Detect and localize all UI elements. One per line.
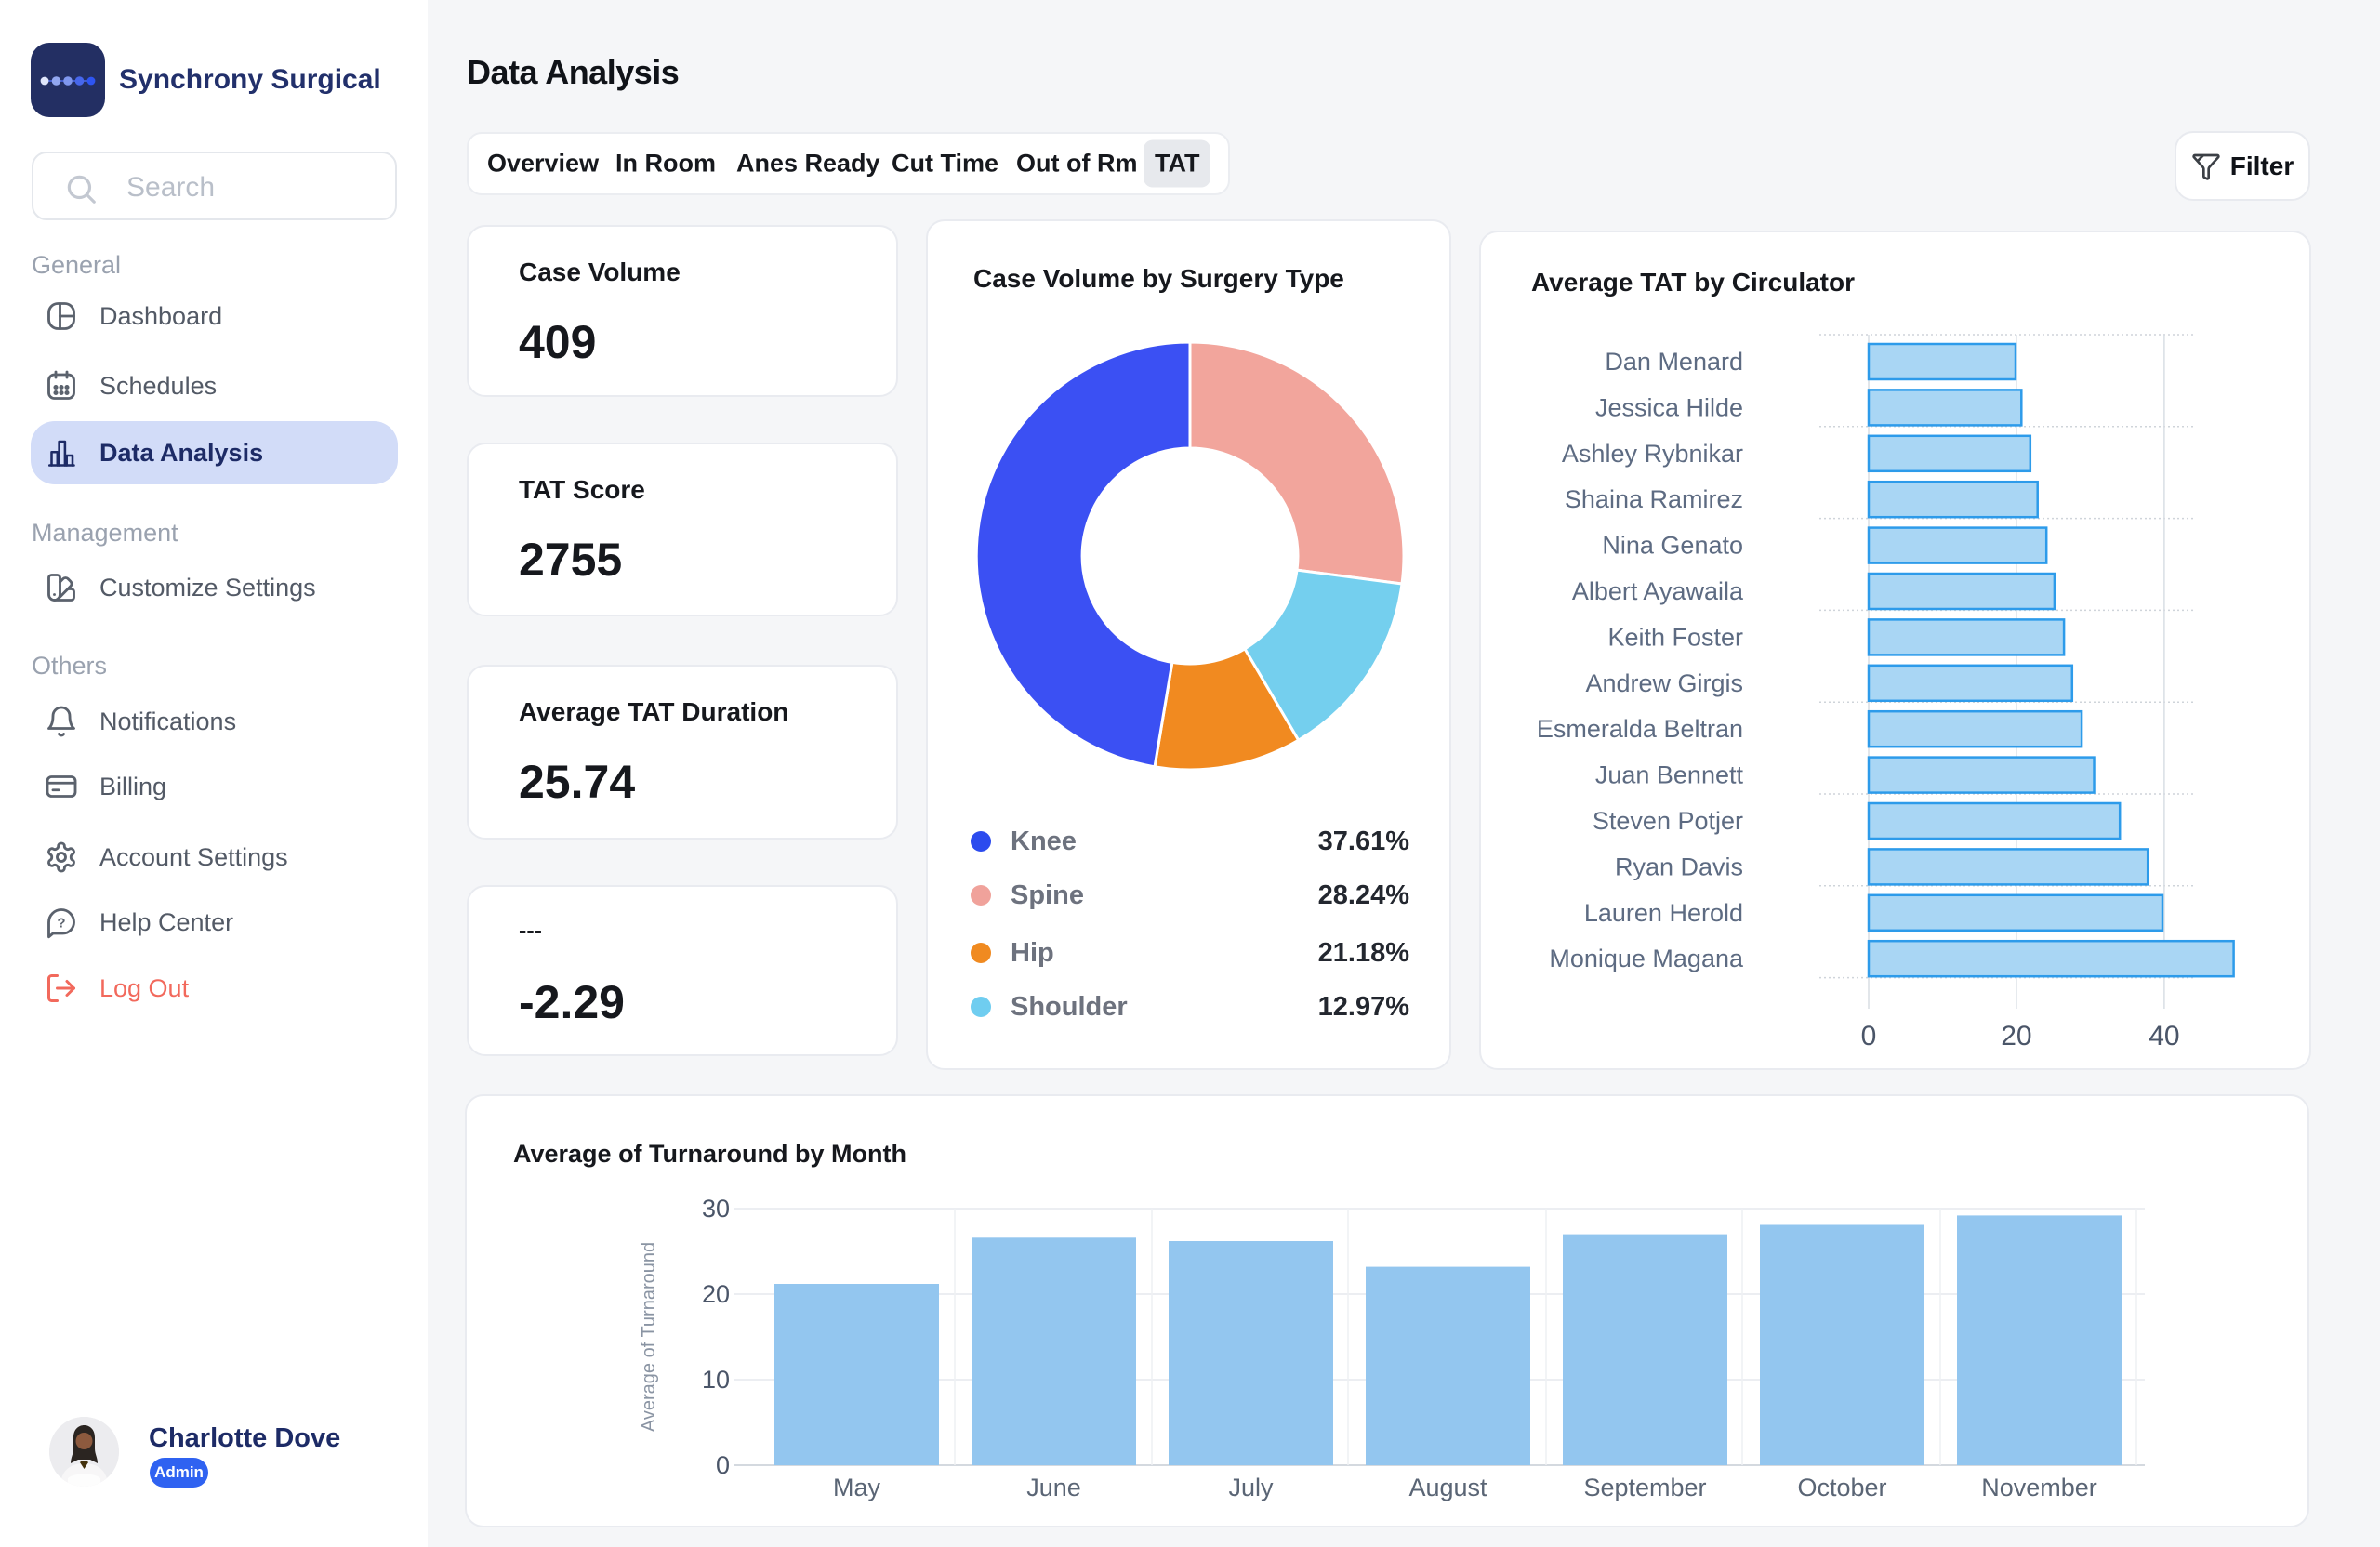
svg-text:Lauren Herold: Lauren Herold <box>1584 899 1743 927</box>
svg-text:Ashley Rybnikar: Ashley Rybnikar <box>1562 440 1743 468</box>
svg-text:0: 0 <box>1861 1021 1877 1051</box>
svg-text:20: 20 <box>702 1280 730 1308</box>
svg-text:40: 40 <box>2149 1021 2179 1051</box>
svg-text:Albert Ayawaila: Albert Ayawaila <box>1572 577 1744 605</box>
svg-text:Esmeralda Beltran: Esmeralda Beltran <box>1537 715 1743 743</box>
svg-text:Shaina Ramirez: Shaina Ramirez <box>1565 485 1743 513</box>
svg-text:June: June <box>1026 1474 1081 1501</box>
svg-text:Dan Menard: Dan Menard <box>1605 348 1743 376</box>
svg-text:September: September <box>1583 1474 1706 1501</box>
svg-text:Average of Turnaround: Average of Turnaround <box>639 1242 659 1432</box>
svg-text:Monique Magana: Monique Magana <box>1549 945 1744 972</box>
svg-text:30: 30 <box>702 1195 730 1223</box>
svg-text:May: May <box>833 1474 881 1501</box>
svg-text:20: 20 <box>2001 1021 2031 1051</box>
svg-text:Andrew Girgis: Andrew Girgis <box>1585 669 1743 697</box>
svg-text:Nina Genato: Nina Genato <box>1602 532 1743 560</box>
svg-text:Juan Bennett: Juan Bennett <box>1595 761 1744 789</box>
svg-text:Ryan Davis: Ryan Davis <box>1615 853 1743 880</box>
svg-text:Jessica Hilde: Jessica Hilde <box>1595 393 1743 421</box>
svg-text:August: August <box>1408 1474 1488 1501</box>
svg-text:10: 10 <box>702 1366 730 1394</box>
svg-text:November: November <box>1981 1474 2097 1501</box>
svg-text:Keith Foster: Keith Foster <box>1607 623 1743 651</box>
svg-text:?: ? <box>57 915 65 931</box>
svg-text:0: 0 <box>716 1451 730 1479</box>
svg-text:October: October <box>1797 1474 1886 1501</box>
svg-text:Steven Potjer: Steven Potjer <box>1593 807 1743 835</box>
svg-text:July: July <box>1228 1474 1274 1501</box>
